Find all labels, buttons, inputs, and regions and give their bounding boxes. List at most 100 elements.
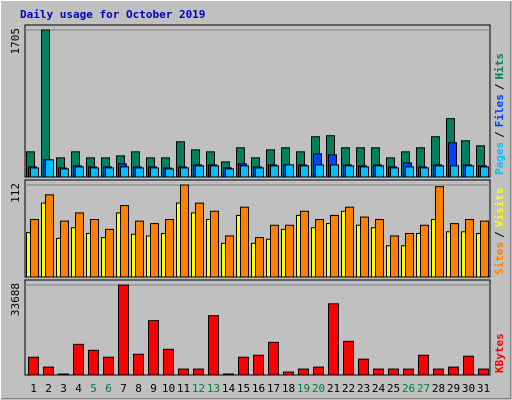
bar — [30, 167, 39, 178]
bar — [148, 320, 159, 376]
bar — [225, 235, 234, 278]
legend-separator: / — [493, 231, 506, 238]
x-tick-label: 3 — [60, 382, 67, 395]
y-tick-label: 33688 — [9, 283, 22, 316]
x-tick-label: 28 — [432, 382, 445, 395]
x-tick-label: 1 — [30, 382, 37, 395]
legend-entry: Visits — [493, 188, 506, 228]
y-tick-label: 112 — [9, 183, 22, 203]
bar — [120, 166, 129, 178]
bar — [300, 165, 309, 178]
bar — [300, 210, 309, 278]
bar — [193, 368, 204, 376]
bar — [90, 219, 99, 278]
bar — [75, 212, 84, 278]
x-tick-label: 9 — [150, 382, 157, 395]
bar — [238, 356, 249, 376]
bar — [330, 164, 339, 178]
bar — [358, 358, 369, 376]
bar — [60, 220, 69, 278]
bar — [150, 223, 159, 278]
bar — [433, 368, 444, 376]
legend-entry: KBytes — [493, 333, 506, 373]
bar — [45, 194, 54, 278]
bar — [240, 165, 249, 178]
bar — [373, 368, 384, 376]
x-tick-label: 29 — [447, 382, 460, 395]
y-tick-label: 1705 — [9, 28, 22, 55]
bar — [343, 340, 354, 376]
bar — [225, 168, 234, 178]
bar — [360, 216, 369, 278]
x-tick-label: 26 — [402, 382, 415, 395]
bar — [180, 184, 189, 278]
x-tick-label: 2 — [45, 382, 52, 395]
bar — [90, 167, 99, 178]
bar — [30, 219, 39, 278]
legend-entry: Pages — [493, 142, 506, 175]
bar — [360, 166, 369, 178]
bar — [478, 368, 489, 376]
bar — [133, 353, 144, 376]
bar — [195, 202, 204, 278]
bar — [195, 165, 204, 178]
bar — [60, 168, 69, 178]
bar — [223, 373, 234, 376]
x-tick-label: 14 — [222, 382, 236, 395]
bar — [480, 166, 489, 178]
bar — [403, 368, 414, 376]
bar — [345, 165, 354, 178]
bar — [315, 164, 324, 178]
bar — [388, 368, 399, 376]
x-tick-label: 7 — [120, 382, 127, 395]
x-tick-label: 24 — [372, 382, 386, 395]
bar — [120, 205, 129, 278]
bar — [270, 224, 279, 278]
bar — [150, 167, 159, 178]
bar — [118, 284, 129, 376]
x-tick-label: 6 — [105, 382, 112, 395]
bar — [375, 165, 384, 178]
bar — [420, 224, 429, 278]
legend-entry: Sites — [493, 242, 506, 275]
x-tick-label: 10 — [162, 382, 175, 395]
bar — [345, 206, 354, 278]
bar — [435, 186, 444, 278]
bar — [178, 368, 189, 376]
bar — [375, 219, 384, 278]
bar — [255, 237, 264, 278]
chart-title: Daily usage for October 2019 — [20, 8, 205, 21]
bar — [58, 373, 69, 376]
bar — [45, 159, 54, 178]
x-tick-label: 4 — [75, 382, 82, 395]
bar — [450, 223, 459, 278]
bar — [270, 165, 279, 178]
x-tick-label: 23 — [357, 382, 370, 395]
legend-entry: Hits — [493, 53, 506, 80]
bar — [255, 167, 264, 178]
bar — [105, 167, 114, 178]
bar — [253, 354, 264, 376]
bar — [450, 165, 459, 178]
x-tick-label: 11 — [177, 382, 190, 395]
x-tick-label: 20 — [312, 382, 325, 395]
bar — [41, 29, 50, 178]
bar — [328, 303, 339, 376]
bar — [480, 220, 489, 278]
bar — [208, 315, 219, 376]
bar — [210, 165, 219, 178]
x-tick-label: 15 — [237, 382, 250, 395]
bar — [435, 165, 444, 178]
bar — [268, 341, 279, 376]
bar — [180, 167, 189, 178]
bar — [165, 219, 174, 278]
bar — [405, 166, 414, 178]
bar — [390, 167, 399, 178]
bar — [390, 235, 399, 278]
bar — [285, 224, 294, 278]
legend-separator: / — [493, 83, 506, 90]
